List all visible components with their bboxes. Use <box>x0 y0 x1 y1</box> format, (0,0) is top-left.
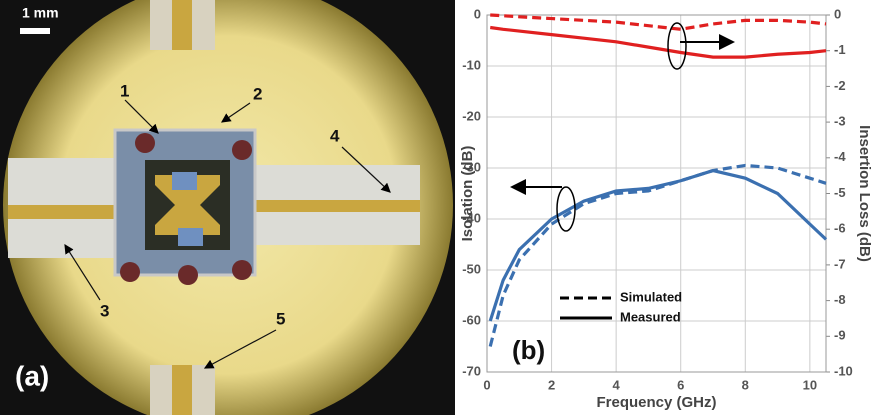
y2-tick-label: -8 <box>834 292 846 307</box>
y2-axis-label: Insertion Loss (dB) <box>856 125 873 262</box>
y2-tick-label: -5 <box>834 185 846 200</box>
y-axis-label: Isolation (dB) <box>459 146 476 242</box>
photo-label: 2 <box>253 84 262 103</box>
panel-label: (a) <box>15 360 49 391</box>
y2-tick-label: 0 <box>834 6 841 21</box>
photo-label: 4 <box>330 126 340 145</box>
x-tick-label: 0 <box>483 377 490 392</box>
legend-label: Measured <box>620 309 681 324</box>
scale-bar-label: 1 mm <box>22 5 59 21</box>
y2-tick-label: -1 <box>834 42 846 57</box>
y2-tick-label: -9 <box>834 328 846 343</box>
x-tick-label: 8 <box>742 377 749 392</box>
panel-label: (b) <box>512 335 545 365</box>
y-tick-label: -60 <box>462 312 481 327</box>
series-line <box>490 27 826 57</box>
photo-label: 1 <box>120 81 129 100</box>
figure: 1 mm 1 2 3 4 5 (a) 02468100-10-20-30-40-… <box>0 0 875 415</box>
y2-tick-label: -7 <box>834 256 846 271</box>
photo-label: 3 <box>100 301 109 320</box>
legend-label: Simulated <box>620 289 682 304</box>
x-tick-label: 6 <box>677 377 684 392</box>
y2-tick-label: -2 <box>834 78 846 93</box>
photo-label: 5 <box>276 309 285 328</box>
y2-tick-label: -6 <box>834 221 846 236</box>
photo: 1 mm 1 2 3 4 5 (a) <box>0 0 455 415</box>
y-tick-label: -70 <box>462 363 481 378</box>
x-axis-label: Frequency (GHz) <box>596 394 716 411</box>
y2-tick-label: -10 <box>834 363 853 378</box>
series-line <box>490 15 826 29</box>
x-tick-label: 2 <box>548 377 555 392</box>
y-tick-label: 0 <box>474 6 481 21</box>
y-tick-label: -20 <box>462 108 481 123</box>
x-tick-label: 10 <box>803 377 817 392</box>
y-tick-label: -10 <box>462 57 481 72</box>
y2-tick-label: -3 <box>834 114 846 129</box>
y-tick-label: -50 <box>462 261 481 276</box>
x-tick-label: 4 <box>613 377 621 392</box>
y2-tick-label: -4 <box>834 149 846 164</box>
